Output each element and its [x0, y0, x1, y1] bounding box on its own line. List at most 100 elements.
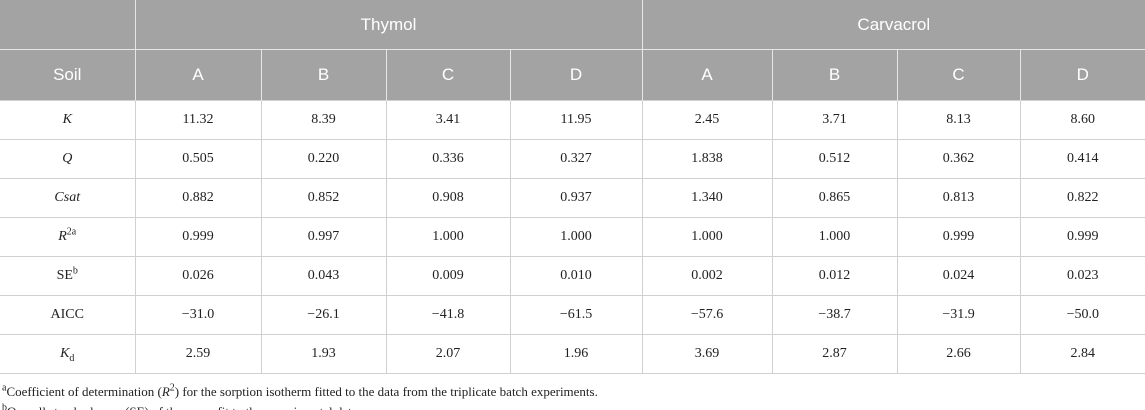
column-header: C: [385, 49, 510, 101]
value-cell: 0.882: [134, 178, 262, 218]
value-cell: 2.45: [641, 100, 773, 140]
row-label-cell: Csat: [0, 178, 136, 218]
value-cell: −61.5: [509, 295, 643, 335]
row-label: AICC: [50, 307, 84, 322]
header-cell: [0, 0, 135, 50]
value-cell: 0.002: [641, 256, 773, 296]
column-header: A: [641, 49, 773, 101]
value-cell: 8.39: [260, 100, 387, 140]
value-cell: 0.362: [896, 139, 1021, 179]
data-table: Thymol Carvacrol Soil A B C D A B C D K 11.32 8.39 3.…: [0, 0, 1145, 374]
value-cell: 0.937: [509, 178, 643, 218]
footnote-mark: a: [2, 382, 7, 394]
column-header: Soil: [0, 49, 135, 101]
row-label-cell: K: [0, 100, 136, 140]
data-row: AICC −31.0 −26.1 −41.8 −61.5 −57.6 −38.7 −31.9−…: [0, 295, 1145, 335]
footnote: bOverall standard error (SE) of the curv…: [0, 402, 1145, 410]
row-label-cell: SEb: [0, 256, 136, 296]
row-label-sup: b: [72, 265, 78, 277]
value-cell: 0.813: [896, 178, 1021, 218]
value-cell: 0.997: [260, 217, 387, 257]
value-cell: 2.84: [1019, 334, 1145, 374]
value-cell: 8.13: [896, 100, 1021, 140]
value-cell: −31.0: [134, 295, 262, 335]
row-label: K: [62, 112, 72, 127]
value-cell: 0.043: [260, 256, 387, 296]
value-cell: 3.69: [641, 334, 773, 374]
column-header: D: [1019, 49, 1145, 101]
column-header: B: [260, 49, 386, 101]
column-header: B: [771, 49, 898, 101]
value-cell: −41.8: [385, 295, 511, 335]
value-cell: −38.7: [771, 295, 898, 335]
value-cell: 0.505: [134, 139, 262, 179]
value-cell: 1.838: [641, 139, 773, 179]
row-label: Csat: [54, 190, 81, 205]
group-header: Thymol: [134, 0, 643, 50]
group-header-row: Thymol Carvacrol: [0, 0, 1145, 50]
value-cell: 0.852: [260, 178, 387, 218]
row-label-cell: Kd: [0, 334, 136, 374]
data-row: Csat 0.882 0.852 0.908 0.937 1.340 0.865 0.813 0…: [0, 178, 1145, 218]
row-label: Q: [62, 151, 73, 166]
value-cell: 0.220: [260, 139, 387, 179]
row-label: R: [58, 229, 67, 244]
value-cell: 1.000: [641, 217, 773, 257]
value-cell: 0.327: [509, 139, 643, 179]
column-header: C: [896, 49, 1021, 101]
footnote-text: R: [161, 384, 170, 399]
value-cell: 0.908: [385, 178, 511, 218]
value-cell: 2.59: [134, 334, 262, 374]
value-cell: 1.000: [771, 217, 898, 257]
footnote-text: 2: [169, 382, 175, 394]
value-cell: 0.012: [771, 256, 898, 296]
column-header-row: Soil A B C D A B C D: [0, 49, 1145, 101]
data-row: SEb 0.026 0.043 0.009 0.010 0.002 0.012 0.024 0.…: [0, 256, 1145, 296]
value-cell: 11.32: [134, 100, 262, 140]
value-cell: 0.512: [771, 139, 898, 179]
column-header: D: [509, 49, 643, 101]
value-cell: 2.07: [385, 334, 511, 374]
group-header: Carvacrol: [641, 0, 1145, 50]
row-label-cell: AICC: [0, 295, 136, 335]
value-cell: 1.93: [260, 334, 387, 374]
row-label-cell: R2a: [0, 217, 136, 257]
value-cell: 1.340: [641, 178, 773, 218]
footnote-mark: b: [2, 402, 7, 410]
value-cell: 0.336: [385, 139, 511, 179]
value-cell: 8.60: [1019, 100, 1145, 140]
value-cell: 1.000: [509, 217, 643, 257]
value-cell: 2.66: [896, 334, 1021, 374]
value-cell: 0.999: [1019, 217, 1145, 257]
value-cell: 0.999: [134, 217, 262, 257]
footnotes: aCoefficient of determination (R2) for t…: [0, 382, 1145, 410]
row-label: K: [60, 346, 70, 361]
value-cell: 2.87: [771, 334, 898, 374]
data-row: R2a 0.999 0.997 1.000 1.000 1.000 1.000 0.999 0.…: [0, 217, 1145, 257]
value-cell: 11.95: [509, 100, 643, 140]
value-cell: 0.999: [896, 217, 1021, 257]
value-cell: 0.023: [1019, 256, 1145, 296]
value-cell: 0.010: [509, 256, 643, 296]
value-cell: 0.009: [385, 256, 511, 296]
footnote-text: ) for the sorption isotherm fitted to th…: [174, 384, 598, 399]
row-label: SE: [56, 268, 73, 283]
value-cell: 0.026: [134, 256, 262, 296]
value-cell: 1.96: [509, 334, 643, 374]
footnote: aCoefficient of determination (R2) for t…: [0, 382, 1145, 402]
column-header: A: [134, 49, 261, 101]
footnote-text: Overall standard error (SE) of the curve…: [7, 404, 361, 410]
value-cell: 3.41: [385, 100, 511, 140]
value-cell: 3.71: [771, 100, 898, 140]
data-row: K 11.32 8.39 3.41 11.95 2.45 3.71 8.13 8.60: [0, 100, 1145, 140]
row-label-sub: d: [69, 352, 75, 364]
value-cell: 0.865: [771, 178, 898, 218]
value-cell: −31.9: [896, 295, 1021, 335]
data-row: Kd 2.59 1.93 2.07 1.96 3.69 2.87 2.66 2.84: [0, 334, 1145, 374]
value-cell: 0.414: [1019, 139, 1145, 179]
row-label-cell: Q: [0, 139, 136, 179]
footnote-text: Coefficient of determination (: [6, 384, 162, 399]
value-cell: −57.6: [641, 295, 773, 335]
value-cell: 0.822: [1019, 178, 1145, 218]
